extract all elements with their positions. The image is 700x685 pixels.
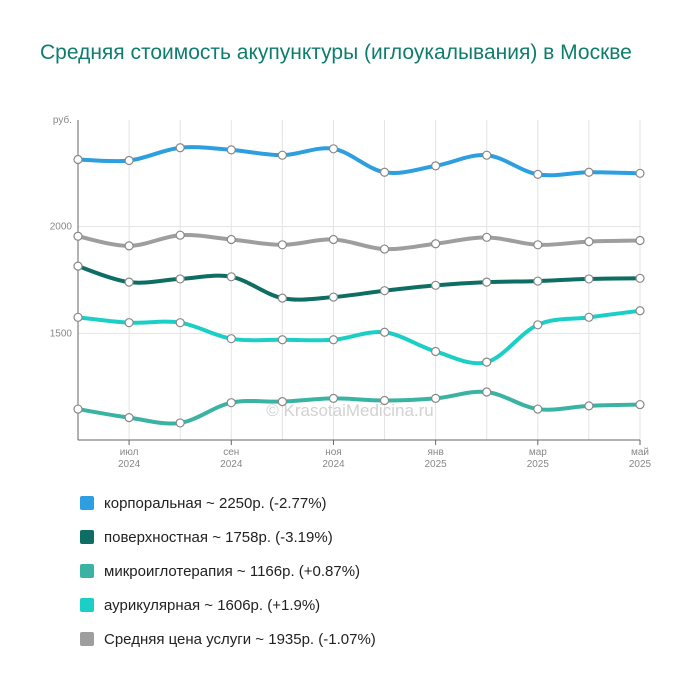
chart-area: 1500 2000 руб. июл 2024 сен 2024 ноя 2024 янв 2025…: [50, 114, 652, 470]
data-point-average: [533, 240, 543, 250]
chart-title: Средняя стоимость акупунктуры (иглоукалы…: [40, 41, 632, 64]
data-point-poverhnostnaya: [584, 274, 594, 284]
data-point-aurikulyarnaya: [328, 335, 339, 345]
data-point-poverhnostnaya: [379, 286, 390, 296]
data-point-poverhnostnaya: [277, 293, 287, 303]
data-point-average: [277, 240, 287, 250]
series-line-korporalnaya: [76, 145, 642, 178]
x-tick-year: 2024: [322, 459, 345, 470]
data-point-korporalnaya: [584, 167, 594, 177]
series-line-aurikulyarnaya: [76, 308, 642, 366]
x-tick-month: янв: [428, 447, 444, 458]
data-point-poverhnostnaya: [635, 273, 645, 283]
data-point-korporalnaya: [482, 150, 492, 160]
data-point-korporalnaya: [226, 145, 236, 155]
y-tick-label: 2000: [50, 222, 73, 233]
data-point-poverhnostnaya: [328, 292, 339, 302]
data-point-average: [635, 235, 645, 246]
data-point-korporalnaya: [431, 161, 441, 171]
data-point-korporalnaya: [379, 167, 390, 177]
data-point-mikroiglo: [482, 387, 492, 397]
data-point-average: [482, 232, 492, 242]
data-point-mikroiglo: [175, 418, 185, 428]
x-tick-month: ноя: [325, 447, 342, 458]
data-point-average: [226, 234, 236, 245]
legend-label: Средняя цена услуги ~ 1935р. (-1.07%): [104, 630, 376, 648]
data-point-korporalnaya: [175, 143, 185, 153]
data-point-korporalnaya: [73, 154, 83, 165]
legend-item-korporalnaya[interactable]: корпоральная ~ 2250р. (-2.77%): [80, 486, 376, 520]
data-point-average: [328, 234, 339, 245]
data-point-poverhnostnaya: [226, 272, 236, 282]
line-chart: 15002000руб.июл2024сен2024ноя2024янв2025…: [50, 114, 652, 470]
series-line-average: [76, 233, 642, 252]
data-point-poverhnostnaya: [482, 277, 492, 287]
data-point-aurikulyarnaya: [73, 312, 83, 322]
data-point-aurikulyarnaya: [431, 346, 441, 357]
data-point-poverhnostnaya: [73, 261, 83, 271]
data-point-average: [175, 230, 185, 240]
legend-item-mikroiglo[interactable]: микроиглотерапия ~ 1166р. (+0.87%): [80, 554, 376, 588]
data-point-aurikulyarnaya: [226, 334, 236, 344]
legend-label: микроиглотерапия ~ 1166р. (+0.87%): [104, 562, 361, 580]
watermark-text: © KrasotaiMedicina.ru: [266, 401, 434, 420]
data-point-aurikulyarnaya: [482, 357, 492, 367]
data-point-poverhnostnaya: [533, 276, 543, 286]
data-point-aurikulyarnaya: [175, 318, 185, 328]
x-tick-year: 2025: [629, 459, 652, 470]
data-point-korporalnaya: [277, 150, 287, 160]
data-point-mikroiglo: [431, 393, 441, 403]
legend-swatch: [80, 496, 94, 510]
x-tick-year: 2025: [425, 459, 448, 470]
legend-item-average[interactable]: Средняя цена услуги ~ 1935р. (-1.07%): [80, 622, 376, 656]
data-point-mikroiglo: [635, 399, 645, 410]
legend-swatch: [80, 530, 94, 544]
data-point-korporalnaya: [124, 155, 134, 166]
data-point-average: [431, 239, 441, 249]
legend-label: поверхностная ~ 1758р. (-3.19%): [104, 528, 333, 546]
legend-swatch: [80, 598, 94, 612]
data-point-aurikulyarnaya: [277, 335, 287, 345]
legend-item-aurikulyarnaya[interactable]: аурикулярная ~ 1606р. (+1.9%): [80, 588, 376, 622]
x-tick-month: сен: [223, 447, 239, 458]
data-point-mikroiglo: [277, 397, 287, 407]
y-tick-label: 1500: [50, 328, 73, 339]
data-point-aurikulyarnaya: [124, 318, 134, 328]
data-point-mikroiglo: [328, 393, 339, 403]
data-point-mikroiglo: [124, 413, 134, 423]
x-tick-year: 2024: [220, 459, 243, 470]
data-point-poverhnostnaya: [175, 274, 185, 284]
data-point-poverhnostnaya: [431, 280, 441, 290]
data-point-mikroiglo: [584, 401, 594, 411]
data-point-mikroiglo: [379, 395, 390, 406]
data-point-aurikulyarnaya: [533, 320, 543, 330]
data-point-mikroiglo: [73, 404, 83, 414]
data-point-korporalnaya: [635, 168, 645, 178]
data-point-aurikulyarnaya: [635, 306, 645, 316]
series-line-poverhnostnaya: [76, 264, 642, 302]
x-tick-month: май: [631, 447, 649, 458]
data-point-average: [584, 237, 594, 247]
data-point-aurikulyarnaya: [379, 327, 390, 337]
legend: корпоральная ~ 2250р. (-2.77%) поверхнос…: [80, 486, 376, 656]
legend-item-poverhnostnaya[interactable]: поверхностная ~ 1758р. (-3.19%): [80, 520, 376, 554]
data-point-korporalnaya: [533, 169, 543, 179]
data-point-mikroiglo: [226, 398, 236, 408]
data-point-korporalnaya: [328, 144, 339, 154]
x-tick-month: июл: [120, 447, 139, 458]
data-point-aurikulyarnaya: [584, 312, 594, 322]
data-point-average: [73, 231, 83, 241]
data-point-mikroiglo: [533, 404, 543, 414]
data-point-poverhnostnaya: [124, 277, 134, 287]
x-tick-month: мар: [529, 447, 547, 458]
data-point-average: [124, 241, 134, 251]
legend-swatch: [80, 564, 94, 578]
legend-swatch: [80, 632, 94, 646]
data-point-average: [379, 244, 390, 254]
legend-label: аурикулярная ~ 1606р. (+1.9%): [104, 596, 321, 614]
y-axis-unit: руб.: [53, 114, 72, 126]
legend-label: корпоральная ~ 2250р. (-2.77%): [104, 494, 327, 512]
x-tick-year: 2024: [118, 459, 141, 470]
x-tick-year: 2025: [527, 459, 550, 470]
